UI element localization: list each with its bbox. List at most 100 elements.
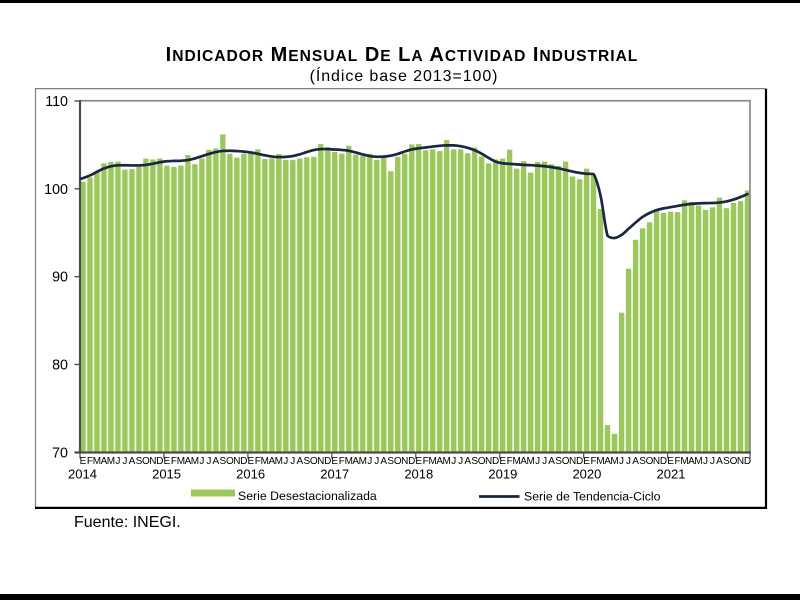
svg-text:A: A: [688, 456, 695, 467]
svg-text:D: D: [576, 456, 583, 467]
svg-text:J: J: [367, 456, 372, 467]
svg-text:F: F: [507, 456, 513, 467]
svg-text:(Índice base 2013=100): (Índice base 2013=100): [310, 66, 499, 85]
svg-text:M: M: [359, 456, 367, 467]
svg-text:90: 90: [52, 270, 68, 286]
svg-text:A: A: [129, 456, 136, 467]
svg-text:J: J: [535, 456, 540, 467]
svg-text:D: D: [492, 456, 499, 467]
svg-text:M: M: [93, 456, 101, 467]
svg-text:A: A: [632, 456, 639, 467]
svg-text:O: O: [478, 456, 486, 467]
svg-text:M: M: [275, 456, 283, 467]
svg-text:F: F: [255, 456, 261, 467]
svg-text:2014: 2014: [68, 467, 97, 482]
svg-text:E: E: [583, 456, 590, 467]
svg-text:O: O: [646, 456, 654, 467]
svg-text:F: F: [339, 456, 345, 467]
svg-text:J: J: [199, 456, 204, 467]
svg-text:N: N: [485, 456, 492, 467]
svg-text:J: J: [122, 456, 127, 467]
svg-text:F: F: [591, 456, 597, 467]
svg-text:F: F: [674, 456, 680, 467]
svg-text:S: S: [136, 456, 143, 467]
svg-text:E: E: [331, 456, 338, 467]
svg-text:D: D: [408, 456, 415, 467]
svg-text:E: E: [667, 456, 674, 467]
svg-text:N: N: [233, 456, 240, 467]
svg-text:100: 100: [44, 182, 68, 198]
svg-text:J: J: [703, 456, 708, 467]
svg-text:O: O: [226, 456, 234, 467]
svg-text:M: M: [680, 456, 688, 467]
svg-text:E: E: [164, 456, 171, 467]
svg-text:A: A: [185, 456, 192, 467]
svg-text:Serie Desestacionalizada: Serie Desestacionalizada: [238, 489, 377, 503]
svg-text:M: M: [345, 456, 353, 467]
svg-text:2018: 2018: [404, 467, 433, 482]
svg-text:S: S: [220, 456, 227, 467]
svg-text:F: F: [171, 456, 177, 467]
svg-text:J: J: [283, 456, 288, 467]
svg-text:S: S: [303, 456, 310, 467]
svg-text:Fuente: INEGI.: Fuente: INEGI.: [74, 514, 181, 531]
svg-text:N: N: [653, 456, 660, 467]
svg-text:N: N: [149, 456, 156, 467]
svg-text:M: M: [177, 456, 185, 467]
svg-text:J: J: [374, 456, 379, 467]
svg-text:Serie de Tendencia-Ciclo: Serie de Tendencia-Ciclo: [524, 490, 661, 504]
svg-text:D: D: [324, 456, 331, 467]
svg-text:A: A: [716, 456, 723, 467]
svg-text:N: N: [317, 456, 324, 467]
svg-text:J: J: [290, 456, 295, 467]
svg-text:70: 70: [52, 445, 68, 461]
svg-text:O: O: [310, 456, 318, 467]
svg-text:F: F: [423, 456, 429, 467]
svg-text:N: N: [401, 456, 408, 467]
svg-text:J: J: [542, 456, 547, 467]
svg-text:A: A: [352, 456, 359, 467]
svg-text:2017: 2017: [320, 467, 349, 482]
svg-text:A: A: [520, 456, 527, 467]
svg-text:E: E: [80, 456, 87, 467]
svg-text:J: J: [206, 456, 211, 467]
svg-text:D: D: [156, 456, 163, 467]
svg-text:A: A: [380, 456, 387, 467]
svg-text:O: O: [394, 456, 402, 467]
svg-text:2020: 2020: [572, 467, 601, 482]
svg-text:A: A: [268, 456, 275, 467]
svg-text:D: D: [660, 456, 667, 467]
svg-text:A: A: [604, 456, 611, 467]
svg-text:M: M: [261, 456, 269, 467]
svg-text:E: E: [415, 456, 422, 467]
svg-text:2016: 2016: [236, 467, 265, 482]
svg-text:J: J: [626, 456, 631, 467]
svg-text:J: J: [451, 456, 456, 467]
svg-text:A: A: [213, 456, 220, 467]
svg-text:M: M: [596, 456, 604, 467]
svg-text:M: M: [443, 456, 451, 467]
svg-text:INDICADOR MENSUAL DE LA ACTIVI: INDICADOR MENSUAL DE LA ACTIVIDAD INDUST…: [166, 44, 639, 66]
svg-text:S: S: [639, 456, 646, 467]
svg-text:D: D: [744, 456, 751, 467]
svg-text:2021: 2021: [657, 467, 686, 482]
svg-text:J: J: [115, 456, 120, 467]
svg-text:F: F: [87, 456, 93, 467]
svg-text:A: A: [548, 456, 555, 467]
svg-text:E: E: [247, 456, 254, 467]
svg-text:S: S: [387, 456, 394, 467]
svg-text:E: E: [499, 456, 506, 467]
svg-text:2019: 2019: [488, 467, 517, 482]
svg-text:M: M: [429, 456, 437, 467]
svg-text:A: A: [296, 456, 303, 467]
svg-text:N: N: [569, 456, 576, 467]
svg-text:O: O: [730, 456, 738, 467]
svg-text:110: 110: [45, 94, 68, 110]
svg-text:M: M: [526, 456, 534, 467]
svg-text:S: S: [723, 456, 730, 467]
svg-text:N: N: [737, 456, 744, 467]
svg-text:80: 80: [52, 357, 68, 373]
svg-text:O: O: [562, 456, 570, 467]
svg-text:D: D: [240, 456, 247, 467]
svg-text:S: S: [555, 456, 562, 467]
